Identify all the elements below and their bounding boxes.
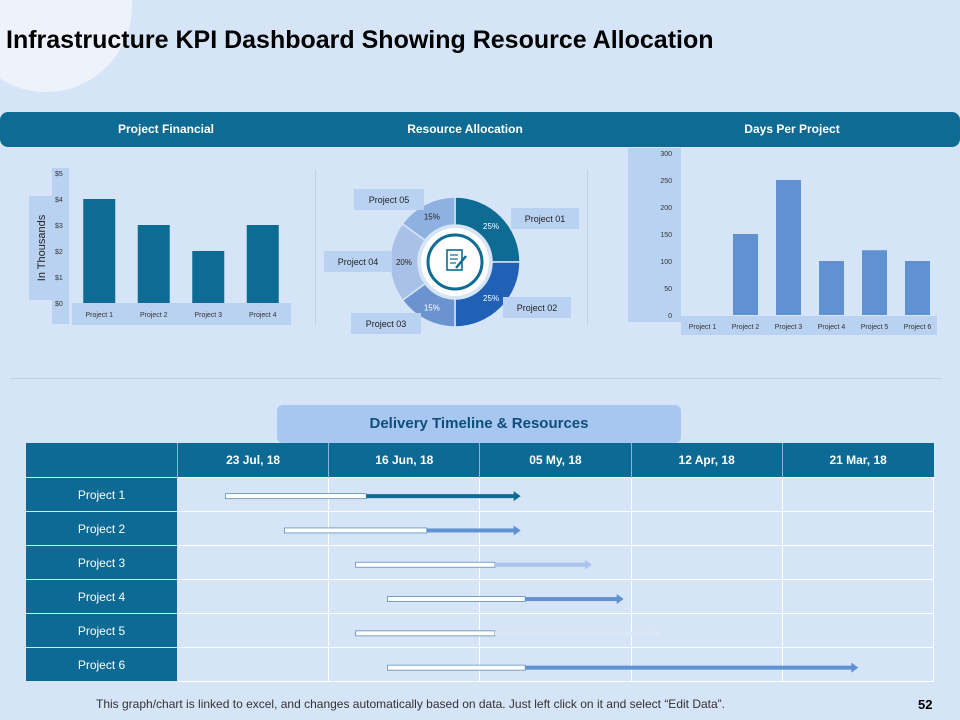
timeline-row-label: Project 6 bbox=[25, 647, 178, 682]
legend-label: Project 04 bbox=[338, 257, 379, 267]
timeline-row-label: Project 4 bbox=[25, 579, 178, 614]
slice-value-label: 15% bbox=[424, 213, 440, 222]
y-tick-label: 0 bbox=[668, 313, 672, 320]
x-tick-label: Project 1 bbox=[689, 324, 717, 331]
timeline-column-header: 12 Apr, 18 bbox=[631, 443, 783, 478]
x-tick-label: Project 3 bbox=[194, 312, 222, 319]
header-days-per-project: Days Per Project bbox=[744, 122, 840, 136]
days-bar bbox=[862, 250, 887, 315]
timeline-row-label: Project 1 bbox=[25, 477, 178, 512]
y-axis-title: In Thousands bbox=[36, 214, 48, 281]
x-tick-label: Project 3 bbox=[775, 324, 803, 331]
timeline-header-row: 23 Jul, 18 16 Jun, 18 05 My, 18 12 Apr, … bbox=[25, 443, 934, 478]
timeline-row: Project 5 bbox=[25, 613, 935, 648]
y-tick-label: $4 bbox=[55, 197, 63, 204]
divider-left bbox=[315, 170, 316, 325]
slice-value-label: 25% bbox=[483, 222, 499, 231]
y-axis-label-strip bbox=[628, 148, 681, 322]
financial-bar bbox=[83, 199, 116, 303]
slice-value-label: 25% bbox=[483, 294, 499, 303]
footer-note: This graph/chart is linked to excel, and… bbox=[96, 697, 725, 711]
x-tick-label: Project 1 bbox=[85, 312, 113, 319]
y-tick-label: 150 bbox=[660, 232, 672, 239]
page-number: 52 bbox=[918, 697, 933, 712]
legend-label: Project 02 bbox=[517, 303, 558, 313]
timeline-column-header: 05 My, 18 bbox=[479, 443, 632, 478]
timeline-row-label: Project 5 bbox=[25, 613, 178, 648]
document-edit-icon bbox=[446, 249, 467, 271]
y-tick-label: 100 bbox=[660, 259, 672, 266]
y-axis-label-strip bbox=[52, 168, 69, 324]
legend-box bbox=[511, 208, 579, 229]
x-axis-label-strip bbox=[681, 316, 937, 335]
days-bar bbox=[733, 234, 758, 315]
timeline-row-label: Project 2 bbox=[25, 511, 178, 546]
timeline-column-header: 21 Mar, 18 bbox=[782, 443, 934, 478]
timeline-column-header: 23 Jul, 18 bbox=[177, 443, 330, 478]
timeline-column-header: 16 Jun, 18 bbox=[328, 443, 481, 478]
x-tick-label: Project 2 bbox=[732, 324, 760, 331]
y-tick-label: 50 bbox=[664, 286, 672, 293]
legend-box bbox=[503, 297, 571, 318]
financial-bar bbox=[192, 251, 225, 303]
x-tick-label: Project 4 bbox=[249, 312, 277, 319]
timeline-row: Project 3 bbox=[25, 545, 935, 580]
timeline-table: 23 Jul, 18 16 Jun, 18 05 My, 18 12 Apr, … bbox=[25, 443, 935, 682]
legend-box bbox=[354, 189, 424, 210]
y-tick-label: 200 bbox=[660, 205, 672, 212]
legend-box bbox=[324, 251, 392, 272]
x-tick-label: Project 4 bbox=[818, 324, 846, 331]
timeline-title: Delivery Timeline & Resources bbox=[277, 405, 681, 443]
x-tick-label: Project 6 bbox=[904, 324, 932, 331]
timeline-row: Project 6 bbox=[25, 647, 935, 682]
timeline-row: Project 1 bbox=[25, 477, 935, 512]
x-tick-label: Project 5 bbox=[861, 324, 889, 331]
y-tick-label: $1 bbox=[55, 275, 63, 282]
donut-slice bbox=[401, 196, 456, 242]
legend-box bbox=[351, 313, 421, 334]
header-resource-allocation: Resource Allocation bbox=[407, 122, 523, 136]
x-tick-label: Project 2 bbox=[140, 312, 168, 319]
divider-right bbox=[587, 170, 588, 325]
timeline-row-label: Project 3 bbox=[25, 545, 178, 580]
y-tick-label: 300 bbox=[660, 151, 672, 158]
legend-label: Project 05 bbox=[369, 195, 410, 205]
section-header-bar: Project Financial Resource Allocation Da… bbox=[0, 112, 960, 147]
y-tick-label: $0 bbox=[55, 301, 63, 308]
financial-bar bbox=[246, 225, 279, 303]
timeline-row: Project 4 bbox=[25, 579, 935, 614]
page-title: Infrastructure KPI Dashboard Showing Res… bbox=[6, 26, 714, 54]
days-bar bbox=[905, 261, 930, 315]
y-tick-label: $5 bbox=[55, 171, 63, 178]
slice-value-label: 20% bbox=[396, 258, 412, 267]
financial-bar bbox=[137, 225, 170, 303]
timeline-row: Project 2 bbox=[25, 511, 935, 546]
x-axis-label-strip bbox=[72, 303, 291, 325]
days-bar bbox=[776, 180, 801, 315]
legend-label: Project 03 bbox=[366, 319, 407, 329]
divider-horizontal bbox=[10, 378, 942, 379]
y-axis-title-box bbox=[29, 196, 52, 300]
y-tick-label: $2 bbox=[55, 249, 63, 256]
slice-value-label: 15% bbox=[424, 303, 440, 312]
y-tick-label: $3 bbox=[55, 223, 63, 230]
timeline-corner bbox=[25, 443, 178, 478]
header-project-financial: Project Financial bbox=[117, 122, 215, 136]
y-tick-label: 250 bbox=[660, 178, 672, 185]
days-bar bbox=[819, 261, 844, 315]
document-icon-ring bbox=[426, 233, 484, 291]
legend-label: Project 01 bbox=[525, 214, 566, 224]
